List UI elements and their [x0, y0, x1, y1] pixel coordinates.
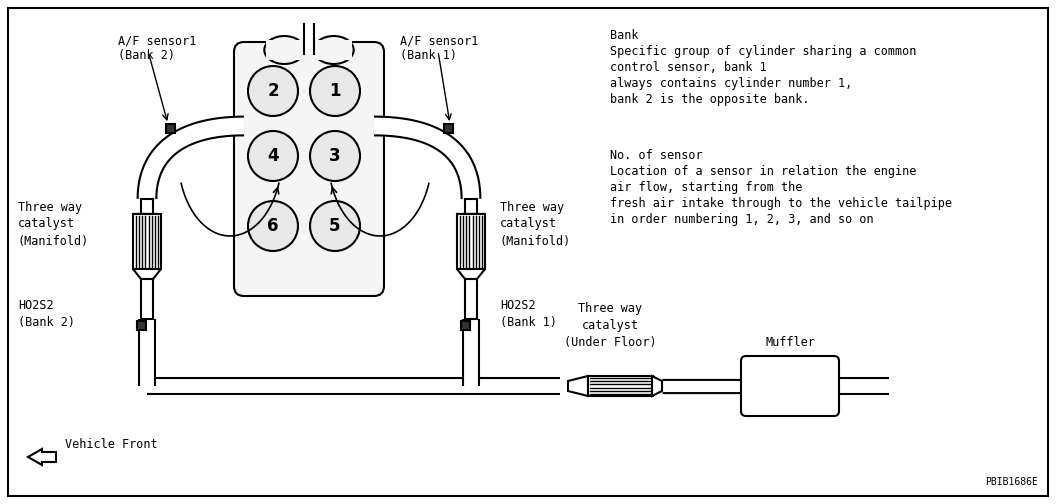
Text: Specific group of cylinder sharing a common: Specific group of cylinder sharing a com…: [610, 45, 917, 58]
Text: A/F sensor1
(Bank 2): A/F sensor1 (Bank 2): [118, 34, 196, 62]
Bar: [465, 279, 477, 319]
Circle shape: [310, 131, 360, 181]
Bar: [266, 40, 352, 60]
Text: 4: 4: [267, 147, 279, 165]
FancyBboxPatch shape: [741, 356, 840, 416]
Ellipse shape: [314, 36, 354, 64]
Text: Bank: Bank: [610, 29, 639, 42]
Circle shape: [248, 66, 298, 116]
Text: Three way
catalyst
(Manifold): Three way catalyst (Manifold): [18, 201, 90, 247]
Text: bank 2 is the opposite bank.: bank 2 is the opposite bank.: [610, 93, 810, 106]
Text: Muffler: Muffler: [765, 336, 815, 349]
Text: 2: 2: [267, 82, 279, 100]
Text: 1: 1: [329, 82, 341, 100]
Text: fresh air intake through to the vehicle tailpipe: fresh air intake through to the vehicle …: [610, 197, 953, 210]
Polygon shape: [652, 376, 662, 396]
Text: 6: 6: [267, 217, 279, 235]
FancyBboxPatch shape: [234, 42, 384, 296]
Ellipse shape: [264, 36, 304, 64]
Text: HO2S2
(Bank 2): HO2S2 (Bank 2): [18, 299, 75, 329]
Text: No. of sensor: No. of sensor: [610, 149, 702, 162]
Text: air flow, starting from the: air flow, starting from the: [610, 181, 803, 194]
Text: Three way
catalyst
(Under Floor): Three way catalyst (Under Floor): [564, 302, 657, 349]
Bar: [137, 321, 146, 330]
Text: Vehicle Front: Vehicle Front: [65, 438, 157, 452]
Text: HO2S2
(Bank 1): HO2S2 (Bank 1): [499, 299, 557, 329]
Circle shape: [248, 131, 298, 181]
Polygon shape: [457, 269, 485, 279]
Bar: [588, 376, 653, 396]
Bar: [133, 214, 161, 269]
Bar: [457, 214, 485, 269]
Bar: [461, 321, 470, 330]
Text: Location of a sensor in relation the engine: Location of a sensor in relation the eng…: [610, 165, 917, 178]
Text: A/F sensor1
(Bank 1): A/F sensor1 (Bank 1): [400, 34, 478, 62]
Circle shape: [310, 66, 360, 116]
Polygon shape: [568, 376, 588, 396]
Circle shape: [248, 201, 298, 251]
Bar: [304, 22, 314, 54]
Bar: [465, 199, 477, 214]
Text: PBIB1686E: PBIB1686E: [985, 477, 1038, 487]
Text: 5: 5: [329, 217, 341, 235]
Text: Three way
catalyst
(Manifold): Three way catalyst (Manifold): [499, 201, 571, 247]
Bar: [142, 199, 153, 214]
Bar: [142, 279, 153, 319]
Text: 3: 3: [329, 147, 341, 165]
Polygon shape: [29, 449, 56, 465]
Bar: [166, 124, 175, 133]
Text: always contains cylinder number 1,: always contains cylinder number 1,: [610, 77, 852, 90]
Text: control sensor, bank 1: control sensor, bank 1: [610, 61, 767, 74]
Circle shape: [310, 201, 360, 251]
Polygon shape: [133, 269, 161, 279]
Bar: [444, 124, 453, 133]
Text: in order numbering 1, 2, 3, and so on: in order numbering 1, 2, 3, and so on: [610, 213, 873, 226]
